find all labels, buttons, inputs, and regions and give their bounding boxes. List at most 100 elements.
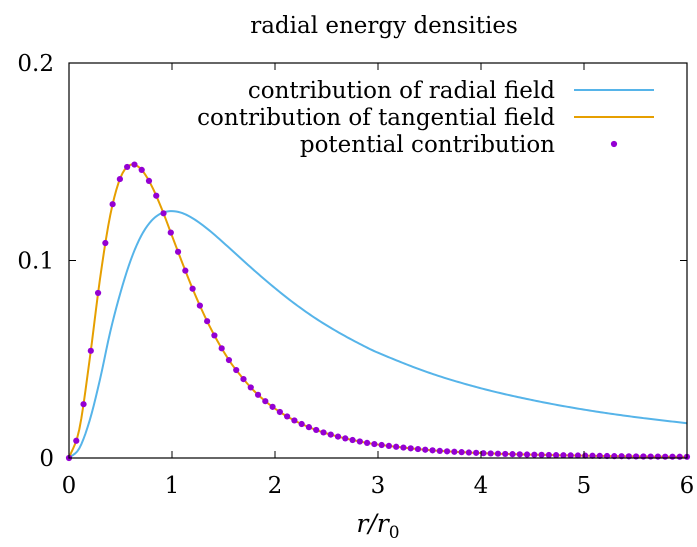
data-point xyxy=(422,446,429,453)
data-point xyxy=(400,444,407,451)
data-point xyxy=(538,451,545,458)
x-tick-label: 0 xyxy=(62,473,77,499)
data-point xyxy=(225,356,233,364)
data-point xyxy=(262,398,269,405)
data-point xyxy=(269,403,276,410)
data-point xyxy=(473,449,480,456)
data-point xyxy=(640,453,647,460)
x-tick-label: 1 xyxy=(165,473,180,499)
data-point xyxy=(654,453,662,460)
data-point xyxy=(676,453,683,460)
data-point xyxy=(502,450,509,458)
x-axis-label-main: r/r xyxy=(356,509,390,538)
data-point xyxy=(109,201,116,208)
data-point xyxy=(574,452,582,459)
data-point xyxy=(371,440,378,448)
x-tick-label: 6 xyxy=(680,473,695,499)
data-point xyxy=(436,447,443,454)
y-tick-label: 0.1 xyxy=(17,249,54,275)
data-point xyxy=(553,452,560,459)
legend-label-potential-contribution: potential contribution xyxy=(300,132,555,158)
data-point xyxy=(240,375,247,383)
data-point xyxy=(94,289,102,297)
data-point xyxy=(327,431,334,438)
x-tick-label: 3 xyxy=(371,473,386,499)
data-point xyxy=(363,439,371,446)
data-point xyxy=(567,452,574,459)
data-point xyxy=(182,267,189,274)
data-point xyxy=(356,438,363,445)
data-point xyxy=(218,345,225,352)
data-point xyxy=(320,429,327,436)
data-point xyxy=(458,449,465,456)
data-point xyxy=(284,413,291,420)
legend: contribution of radial fieldcontribution… xyxy=(197,78,654,158)
data-point xyxy=(189,285,196,292)
data-point xyxy=(509,451,516,458)
y-tick-label: 0 xyxy=(39,446,54,472)
data-point xyxy=(276,408,283,416)
data-point xyxy=(589,452,596,459)
data-point xyxy=(669,453,676,460)
data-point xyxy=(233,366,240,374)
data-point xyxy=(291,417,298,424)
data-point xyxy=(138,166,145,173)
data-point xyxy=(160,210,167,217)
data-point xyxy=(131,161,138,168)
data-point xyxy=(254,391,262,398)
x-tick-label: 4 xyxy=(474,473,489,499)
x-tick-label: 5 xyxy=(577,473,592,499)
data-point xyxy=(531,451,538,458)
data-point xyxy=(494,450,502,457)
data-point xyxy=(560,452,567,459)
data-point xyxy=(196,302,203,309)
data-point xyxy=(247,384,254,391)
data-point xyxy=(465,449,472,456)
series-line-contribution-of-radial-field xyxy=(68,210,688,459)
data-point xyxy=(349,436,356,444)
data-point xyxy=(116,175,123,183)
legend-label-contribution-of-tangential-field: contribution of tangential field xyxy=(197,105,555,131)
y-tick-label: 0.2 xyxy=(17,51,54,77)
data-point xyxy=(516,451,523,458)
data-point xyxy=(443,448,451,455)
data-point xyxy=(487,450,494,457)
data-point xyxy=(334,433,342,440)
data-point xyxy=(662,453,669,460)
data-point xyxy=(305,424,313,431)
data-point xyxy=(211,332,218,339)
data-point xyxy=(87,347,94,354)
data-point xyxy=(480,450,487,457)
data-point xyxy=(545,451,552,459)
data-point xyxy=(167,229,174,236)
data-point xyxy=(407,445,414,452)
data-point xyxy=(378,441,385,449)
data-point xyxy=(647,453,654,460)
data-point xyxy=(385,442,393,450)
data-point xyxy=(451,448,458,455)
data-point xyxy=(298,420,305,428)
x-axis-label-subscript: 0 xyxy=(389,523,400,543)
chart-title: radial energy densities xyxy=(250,13,518,39)
x-axis-label: r/r0 xyxy=(356,509,399,543)
x-tick-label: 2 xyxy=(268,473,283,499)
data-point xyxy=(174,248,182,255)
legend-swatch-potential-contribution xyxy=(610,140,618,148)
data-point xyxy=(342,435,349,442)
axis-ticks: 0 1 2 3 4 5 6 0 0.1 0.2 xyxy=(17,51,694,499)
data-point xyxy=(145,177,153,184)
data-point xyxy=(102,239,109,247)
data-point xyxy=(429,447,436,454)
plot-curves xyxy=(65,161,691,462)
data-point xyxy=(153,192,160,199)
data-point xyxy=(80,401,87,408)
data-point xyxy=(414,445,422,453)
legend-label-contribution-of-radial-field: contribution of radial field xyxy=(248,78,555,104)
data-point xyxy=(523,451,531,458)
data-point xyxy=(393,443,400,450)
data-point xyxy=(313,426,320,434)
data-point xyxy=(73,437,80,444)
data-point xyxy=(204,318,211,325)
data-point xyxy=(124,163,131,171)
